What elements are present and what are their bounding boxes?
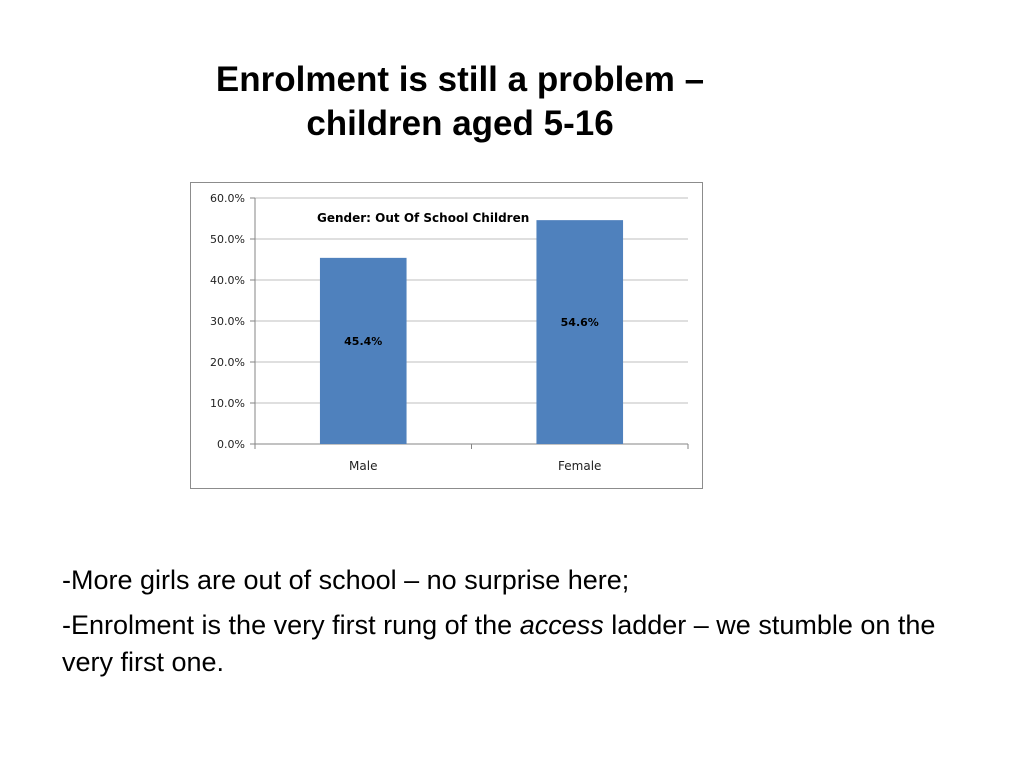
bullet-2: -Enrolment is the very first rung of the…	[62, 607, 962, 681]
chart-frame: 0.0% 10.0% 20.0% 30.0% 40.0% 50.0% 60.0% 45.4% M…	[190, 182, 703, 489]
y-tick-label: 50.0%	[210, 233, 245, 246]
bullet-2-text-start: -Enrolment is the very first rung of the	[62, 610, 520, 640]
chart-title: Gender: Out Of School Children	[317, 211, 529, 225]
y-tick-label: 30.0%	[210, 315, 245, 328]
bar-chart: 0.0% 10.0% 20.0% 30.0% 40.0% 50.0% 60.0% 45.4% M…	[210, 192, 689, 473]
y-tick-label: 40.0%	[210, 274, 245, 287]
y-tick-label: 10.0%	[210, 397, 245, 410]
bullet-2-emphasis: access	[519, 610, 604, 640]
data-label: 45.4%	[344, 335, 382, 348]
slide-title-line-1: Enrolment is still a problem –	[215, 60, 705, 99]
y-tick-label: 60.0%	[210, 192, 245, 205]
bar-female	[536, 220, 624, 444]
slide-title: Enrolment is still a problem – children …	[160, 58, 760, 146]
y-tick-label: 0.0%	[217, 438, 245, 451]
slide-title-line-2: children aged 5-16	[306, 104, 614, 143]
x-category-label: Male	[349, 459, 377, 473]
bullet-2-text-end: ladder – we stumble on the very first on…	[62, 610, 936, 677]
x-category-label: Female	[558, 459, 601, 473]
data-label: 54.6%	[561, 316, 599, 329]
bar-male	[319, 257, 407, 444]
y-tick-label: 20.0%	[210, 356, 245, 369]
bullet-1: -More girls are out of school – no surpr…	[62, 565, 630, 595]
bullet-list: -More girls are out of school – no surpr…	[62, 562, 962, 689]
